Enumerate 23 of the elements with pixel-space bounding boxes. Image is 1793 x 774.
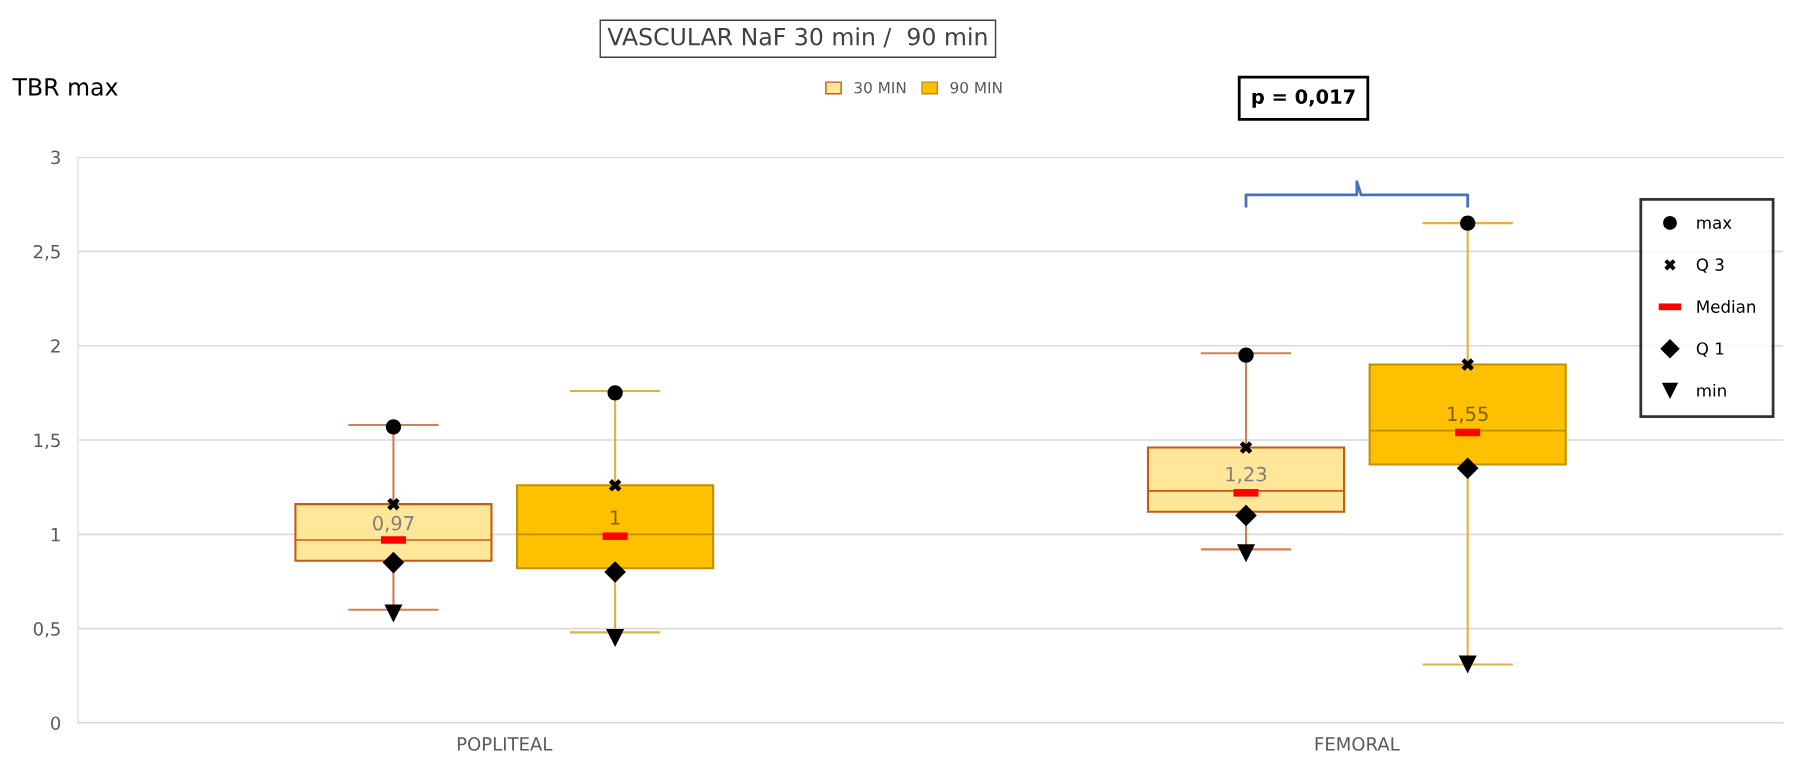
legend-label: Median [1697,300,1756,313]
y-tick-label: 0 [51,716,61,731]
legend-label: Q 1 [1696,342,1724,357]
chart-title: VASCULAR NaF 30 min / 90 min [607,27,987,48]
text: 0,97 [373,515,414,533]
y-tick-label: 1,5 [34,433,60,449]
legend-label: Q 3 [1696,258,1724,273]
legend-label: min [1697,383,1726,397]
text: 1 [611,510,620,525]
y-tick-label: 0,5 [33,622,60,638]
y-tick-label: 2 [51,339,60,353]
legend-label: 30 MIN [854,81,906,94]
y-tick-label: 1 [51,528,60,542]
legend-label: 90 MIN [950,81,1002,94]
text: p = 0,017 [1252,89,1355,108]
x-tick-label: POPLITEAL [457,737,553,751]
y-tick-label: 2,5 [33,244,60,261]
text: 1,23 [1226,466,1267,484]
y-tick-label: 3 [51,150,60,165]
text: 1,55 [1448,406,1488,424]
x-tick-label: FEMORAL [1315,737,1400,751]
legend-label: max [1697,219,1732,229]
y-axis-title: TBR max [12,78,118,96]
